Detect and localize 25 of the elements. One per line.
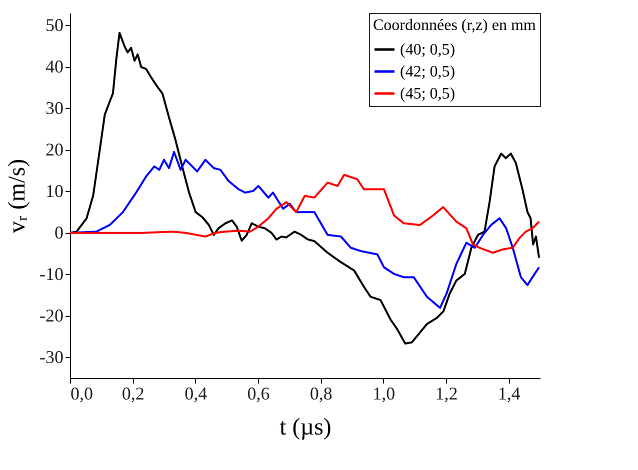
y-tick-label: 30 (46, 98, 64, 118)
y-tick-label: -10 (40, 264, 64, 284)
legend-label: (42; 0,5) (400, 64, 456, 80)
legend-title: Coordonnées (r,z) en mm (373, 17, 536, 34)
y-tick-label: 10 (46, 180, 64, 201)
x-axis-title: t (µs) (280, 414, 332, 440)
legend-label: (45; 0,5) (400, 86, 456, 102)
line-series (69, 174, 540, 254)
legend-label: (40; 0,5) (400, 42, 456, 58)
y-tick-label: 50 (46, 14, 64, 35)
y-axis-title: vᵣ (m/s) (4, 158, 31, 234)
x-tick-label: 0,8 (310, 384, 332, 404)
y-tick-label: 20 (46, 139, 64, 160)
y-tick-label: 40 (46, 56, 64, 76)
y-tick-label: -30 (40, 346, 64, 367)
x-tick-label: 1,4 (498, 384, 520, 404)
y-tick-label: -20 (40, 305, 64, 326)
x-tick-label: 1,2 (435, 384, 458, 404)
x-tick-label: 0,4 (184, 384, 208, 404)
x-tick-label: 0,6 (247, 384, 270, 404)
y-tick-label: 0 (54, 222, 64, 242)
x-tick-label: 0,2 (122, 384, 144, 404)
line-series (69, 150, 540, 309)
x-tick-label: 1,0 (372, 384, 396, 404)
x-tick-label: 0,0 (70, 384, 93, 404)
